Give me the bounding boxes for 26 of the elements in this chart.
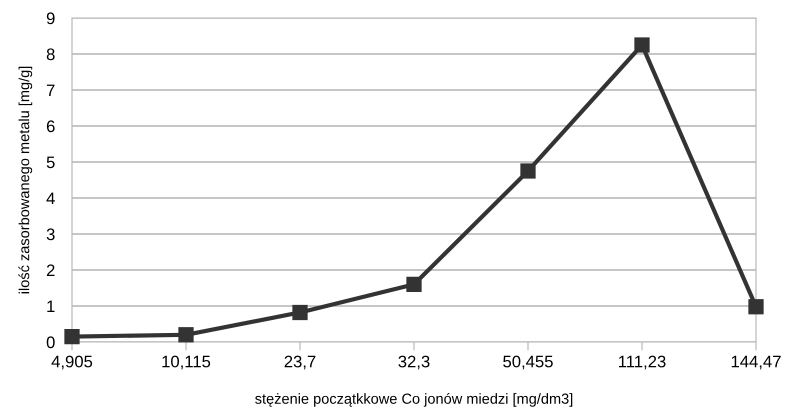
- x-axis-title: stężenie początkkowe Co jonów miedzi [mg/dm3]: [255, 392, 572, 407]
- y-axis-title: ilość zasorbowanego metalu [mg/g]: [18, 66, 32, 294]
- point: [748, 299, 764, 314]
- y-tick-label: 9: [46, 12, 55, 24]
- x-tick-label: 10,115: [162, 356, 210, 370]
- x-tick-label: 32,3: [398, 356, 430, 370]
- point: [178, 327, 194, 342]
- point: [64, 328, 80, 344]
- point: [634, 37, 650, 53]
- x-tick-label: 144,47: [732, 356, 781, 370]
- y-tick-label: 7: [46, 84, 54, 96]
- y-tick-label: 3: [46, 228, 55, 240]
- y-tick-label: 2: [46, 264, 54, 276]
- y-tick-label: 6: [46, 120, 55, 132]
- x-tick-label: 50,455: [503, 356, 553, 370]
- x-tick-label: 4,905: [52, 356, 92, 370]
- point: [406, 276, 422, 292]
- y-tick-label: 8: [46, 48, 55, 60]
- point: [292, 304, 308, 320]
- y-tick-label: 5: [46, 156, 55, 168]
- x-tick-label: 23,7: [284, 356, 316, 370]
- y-tick-label: 0: [46, 336, 55, 348]
- y-tick-label: 1: [47, 300, 55, 312]
- x-tick-label: 111,23: [619, 356, 666, 370]
- point: [520, 163, 536, 179]
- y-tick-label: 4: [46, 192, 55, 204]
